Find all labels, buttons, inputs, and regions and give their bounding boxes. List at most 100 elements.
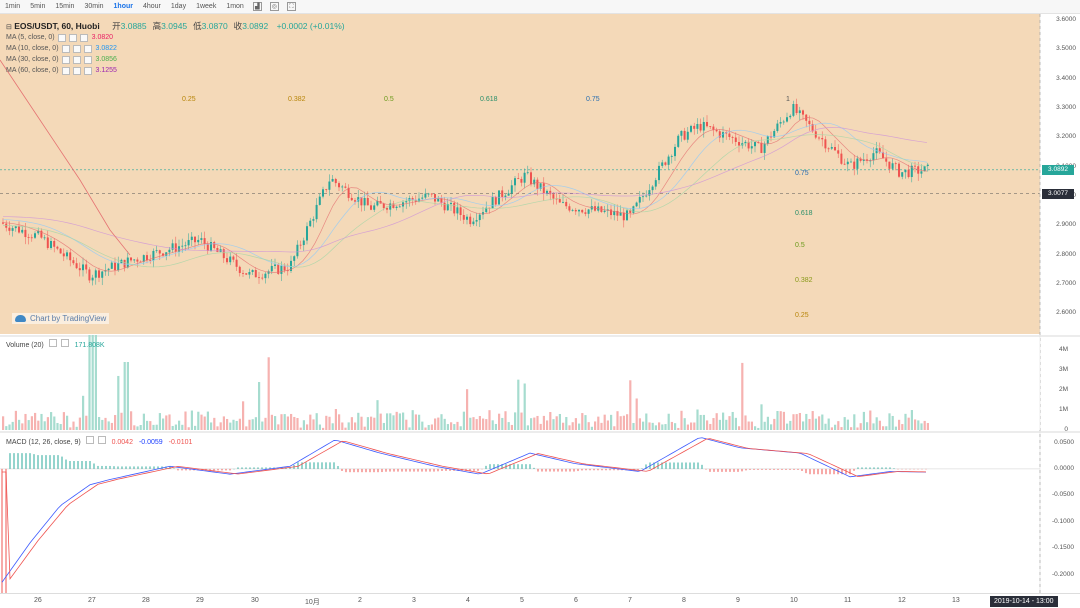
macd-histogram-bar bbox=[681, 462, 683, 469]
timeframe-1min[interactable]: 1min bbox=[5, 3, 21, 10]
close-icon[interactable] bbox=[97, 436, 106, 444]
indicator-icon[interactable]: ◎ bbox=[269, 2, 279, 11]
candle-body bbox=[446, 204, 449, 211]
candle-body bbox=[395, 206, 398, 209]
volume-tick: 3M bbox=[1058, 366, 1068, 373]
candle-body bbox=[114, 262, 116, 271]
candle-body bbox=[840, 153, 843, 164]
macd-tick: 0.0500 bbox=[1054, 438, 1074, 446]
settings-icon[interactable] bbox=[48, 339, 57, 347]
timeframe-1week[interactable]: 1week bbox=[196, 3, 217, 10]
volume-bar bbox=[82, 395, 85, 430]
candle-body bbox=[728, 133, 731, 138]
candle-body bbox=[360, 197, 363, 206]
volume-bar bbox=[306, 424, 309, 430]
ma-60-line bbox=[0, 59, 131, 256]
volume-bar bbox=[574, 418, 577, 430]
settings-icon[interactable] bbox=[68, 33, 77, 42]
timeframe-15min[interactable]: 15min bbox=[55, 3, 75, 10]
volume-bar bbox=[437, 417, 440, 430]
macd-histogram-bar bbox=[737, 468, 739, 472]
volume-bar bbox=[299, 427, 302, 430]
candle-body bbox=[162, 253, 164, 256]
cloud-logo-icon bbox=[15, 315, 26, 322]
candle-body bbox=[50, 241, 52, 249]
settings-icon[interactable] bbox=[72, 66, 81, 75]
candle-body bbox=[853, 161, 856, 169]
volume-bar bbox=[30, 416, 33, 430]
volume-bar bbox=[552, 419, 555, 430]
tradingview-watermark[interactable]: Chart by TradingView bbox=[12, 313, 110, 324]
date-tick: 13 bbox=[952, 597, 960, 604]
candle-body bbox=[568, 206, 571, 211]
fib-level-label: 0.25 bbox=[795, 312, 809, 320]
visibility-icon[interactable] bbox=[61, 44, 70, 53]
candle-body bbox=[187, 240, 190, 246]
ma-value: 3.0856 bbox=[95, 56, 117, 63]
visibility-icon[interactable] bbox=[57, 33, 66, 42]
fib-level-label: 0.75 bbox=[795, 169, 809, 177]
volume-bar bbox=[75, 426, 78, 430]
macd-histogram-bar bbox=[241, 467, 243, 469]
ma-name: MA (60, close, 0) bbox=[6, 67, 59, 74]
macd-histogram-bar bbox=[405, 468, 407, 472]
candle-body bbox=[670, 156, 673, 157]
macd-histogram-bar bbox=[305, 462, 307, 469]
volume-bar bbox=[120, 412, 123, 430]
macd-tick: 0.0000 bbox=[1054, 464, 1074, 472]
macd-histogram-bar bbox=[357, 468, 359, 473]
volume-bar bbox=[875, 417, 878, 430]
close-icon[interactable] bbox=[83, 55, 92, 64]
volume-bar bbox=[728, 416, 731, 430]
timeframe-1hour[interactable]: 1hour bbox=[113, 3, 133, 10]
close-icon[interactable] bbox=[83, 44, 92, 53]
candle-body bbox=[722, 132, 724, 138]
candle-body bbox=[469, 216, 472, 225]
price-tick: 3.5000 bbox=[1056, 45, 1076, 53]
macd-histogram-bar bbox=[773, 468, 775, 470]
timeframe-5min[interactable]: 5min bbox=[30, 3, 46, 10]
close-icon[interactable] bbox=[60, 339, 69, 347]
chart-type-icon[interactable]: ▟ bbox=[252, 2, 262, 11]
close-icon[interactable] bbox=[83, 66, 92, 75]
volume-bar bbox=[670, 421, 673, 430]
candle-body bbox=[171, 243, 174, 250]
settings-icon[interactable] bbox=[85, 436, 94, 444]
volume-bar bbox=[389, 413, 392, 430]
collapse-icon[interactable]: ⊟ bbox=[6, 24, 12, 31]
volume-bar bbox=[286, 416, 289, 430]
date-axis[interactable]: 2019-10-14 - 13:00 26 27 28 29 30 10月 2 3 4 5 6 7 8 9… bbox=[0, 593, 1080, 608]
macd-histogram-bar bbox=[217, 468, 219, 471]
volume-bar bbox=[485, 419, 488, 430]
fullscreen-icon[interactable]: ⛶ bbox=[286, 2, 296, 11]
timeframe-30min[interactable]: 30min bbox=[84, 3, 104, 10]
visibility-icon[interactable] bbox=[61, 66, 70, 75]
macd-histogram-bar bbox=[9, 453, 11, 469]
timeframe-4hour[interactable]: 4hour bbox=[142, 3, 161, 10]
macd-histogram-bar bbox=[385, 468, 387, 472]
volume-bar bbox=[546, 420, 549, 430]
settings-icon[interactable] bbox=[72, 55, 81, 64]
volume-bar bbox=[344, 427, 347, 430]
volume-bar bbox=[731, 411, 734, 430]
volume-bar bbox=[734, 417, 737, 430]
settings-icon[interactable] bbox=[72, 44, 81, 53]
macd-histogram-bar bbox=[25, 453, 27, 469]
macd-histogram-bar bbox=[449, 468, 451, 471]
timeframe-1day[interactable]: 1day bbox=[170, 3, 187, 10]
close-icon[interactable] bbox=[79, 33, 88, 42]
volume-bar bbox=[98, 417, 101, 430]
date-tick: 2 bbox=[358, 597, 362, 604]
visibility-icon[interactable] bbox=[61, 55, 70, 64]
fib-time-label: 1 bbox=[786, 96, 790, 103]
candle-body bbox=[312, 219, 315, 221]
volume-bar bbox=[872, 423, 875, 430]
fib-level-label: 0.5 bbox=[795, 241, 805, 249]
macd-histogram-bar bbox=[117, 466, 119, 469]
volume-bar bbox=[526, 425, 529, 430]
macd-histogram-bar bbox=[857, 467, 859, 469]
volume-bar bbox=[715, 413, 718, 430]
candle-body bbox=[2, 222, 4, 224]
timeframe-1mon[interactable]: 1mon bbox=[226, 3, 244, 10]
